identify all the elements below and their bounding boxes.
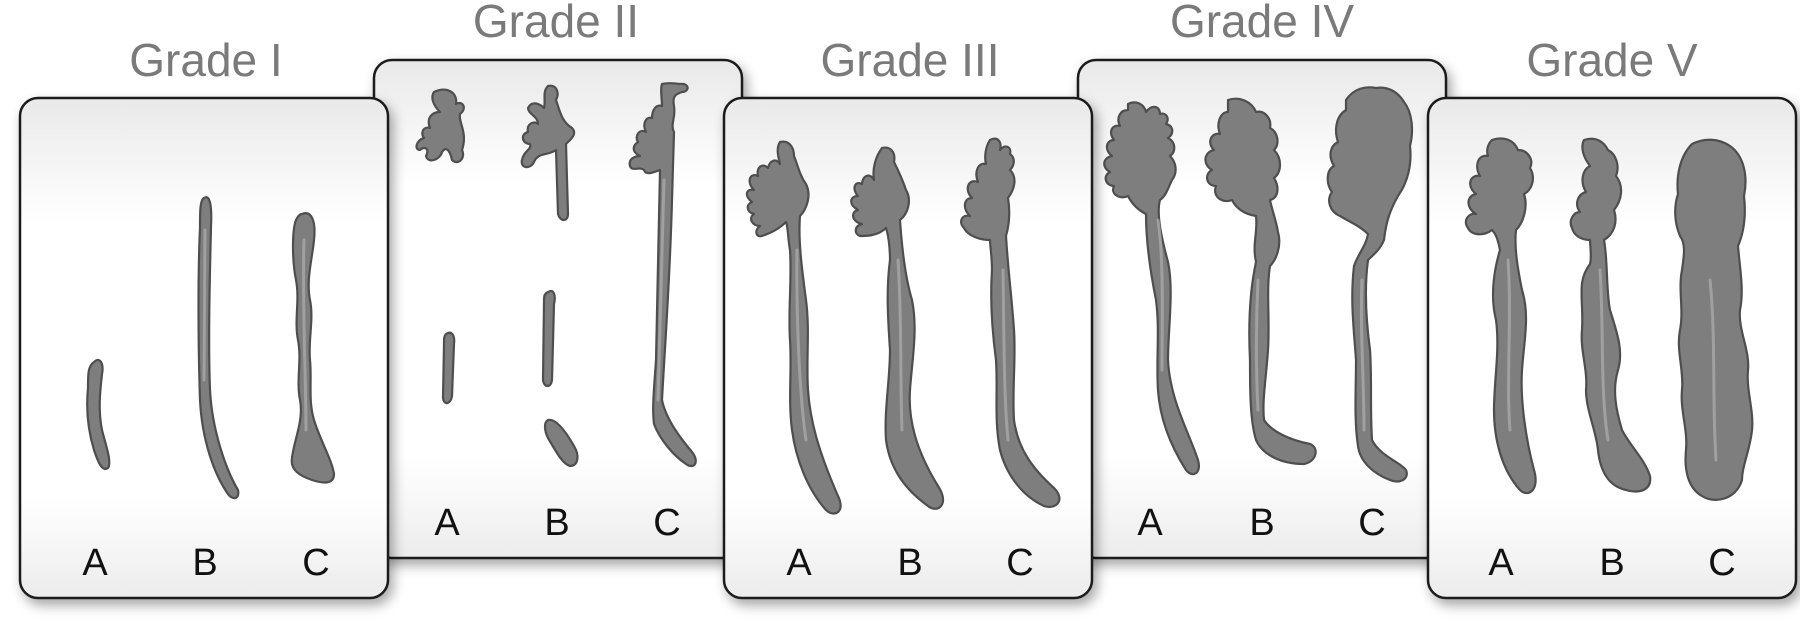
grade-3-specimen-b [850,146,945,510]
grade-2-label-c: C [653,502,680,544]
grade-5-panel: A B C [1426,96,1798,600]
grade-5-specimen-c [1674,138,1754,501]
grade-2-specimen-b [520,84,579,468]
grade-4-label-a: A [1137,502,1163,544]
grade-4-label-c: C [1358,502,1385,544]
grade-5-label-b: B [1599,542,1624,584]
grade-4-label-b: B [1249,502,1274,544]
grade-4-specimen-b [1204,97,1317,466]
grade-2-specimen-c [628,82,697,468]
grade-1-label-b: B [192,542,217,584]
grade-3-label-a: A [786,542,812,584]
grade-3-label-c: C [1006,542,1033,584]
grade-3-label-b: B [897,542,922,584]
grade-3-specimen-c [960,137,1061,508]
grade-5-specimen-b [1569,137,1652,493]
grade-2-panel: A B C [372,58,744,560]
grade-2-specimen-a [415,88,466,405]
grade-1-specimen-c [290,212,336,484]
grade-1-specimen-a [86,358,111,470]
grade-1-label-c: C [302,542,329,584]
grade-1-specimen-b [197,196,240,500]
grade-1-label-a: A [82,542,108,584]
grade-4-title: Grade IV [1170,0,1354,47]
grade-4-specimen-a [1103,101,1200,476]
grade-2-label-a: A [434,502,460,544]
grade-2-label-b: B [544,502,569,544]
grade-3-title: Grade III [821,34,1000,86]
grade-5-specimen-a [1464,137,1537,495]
grade-5-label-c: C [1708,542,1735,584]
grade-5-title: Grade V [1526,34,1698,86]
grade-4-specimen-c [1326,86,1414,483]
grade-1-panel: A B C [18,96,390,600]
grade-3-panel: A B C [722,96,1094,600]
grade-1-title: Grade I [129,34,282,86]
grade-5-label-a: A [1488,542,1514,584]
grade-2-title: Grade II [473,0,639,47]
grade-3-specimen-a [745,140,842,515]
grade-4-panel: A B C [1076,58,1448,560]
